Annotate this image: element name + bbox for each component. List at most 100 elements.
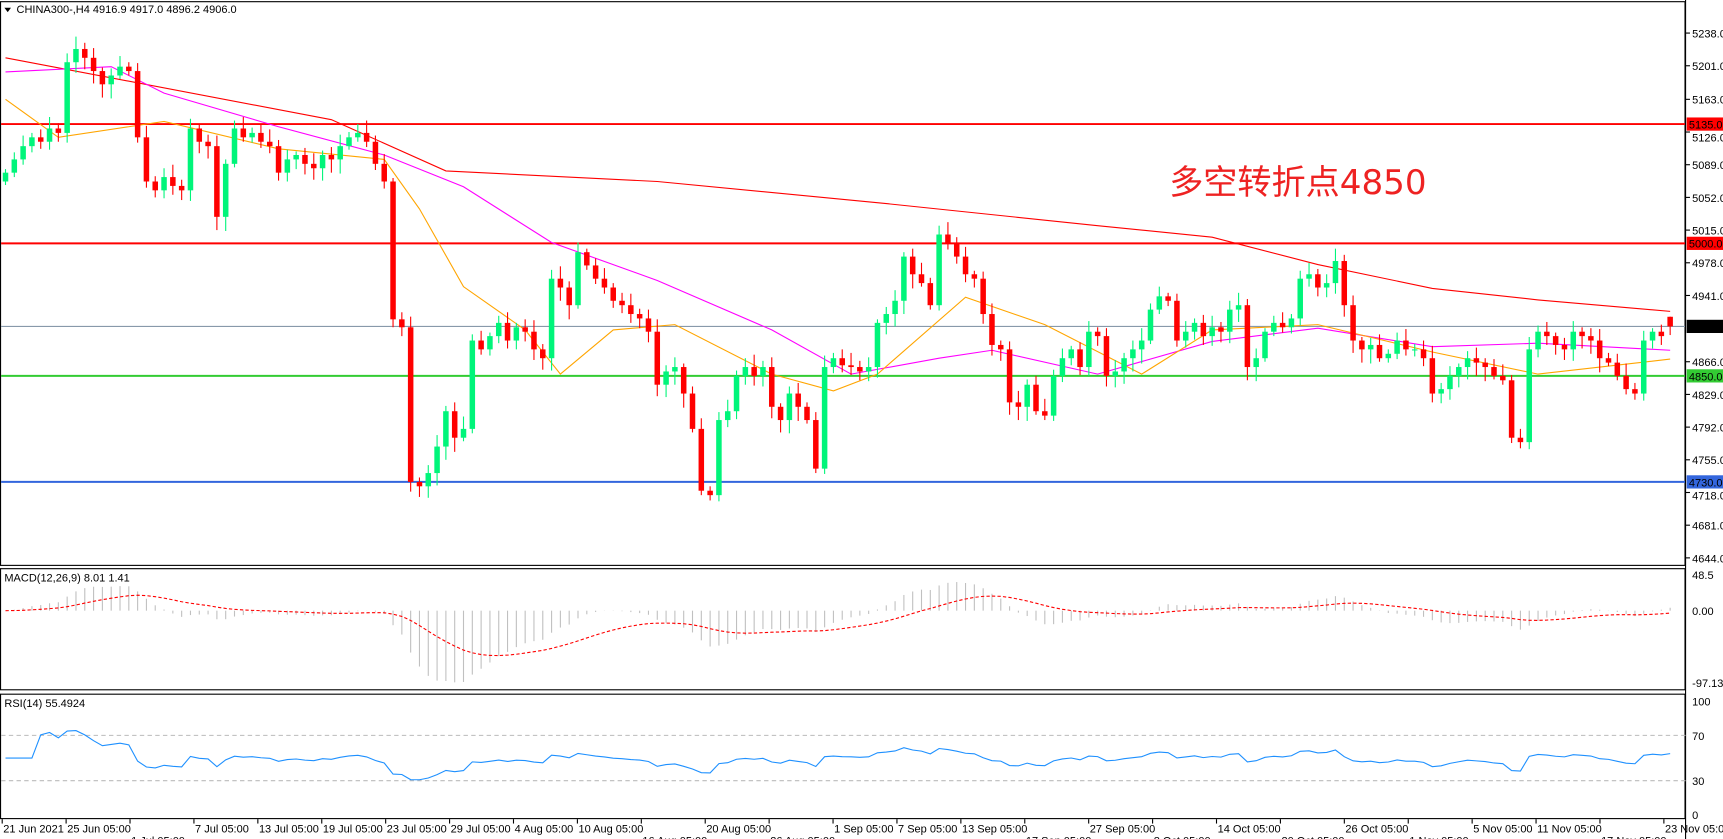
bullish-candle [1182,331,1189,341]
bullish-candle [425,473,432,487]
rsi-axis-label: 70 [1692,731,1704,743]
bullish-candle [1262,331,1268,359]
bullish-candle [1464,358,1471,368]
bullish-candle [865,367,872,372]
bearish-candle [1403,340,1409,350]
rsi-pane[interactable]: RSI(14) 55.4924 [0,693,1686,820]
bullish-candle [460,428,467,438]
bearish-candle [1165,296,1171,301]
price-pane[interactable]: CHINA300-,H4 4916.9 4917.0 4896.2 4906.0… [0,1,1686,566]
bearish-candle [258,132,264,142]
macd-axis-label: 0.00 [1692,606,1713,618]
bearish-candle [989,314,995,345]
bullish-candle [1649,331,1656,341]
rsi-axis-label: 30 [1692,776,1704,788]
bearish-candle [1588,336,1594,341]
time-tick-label: 13 Sep 05:00 [962,823,1027,835]
bearish-candle [240,128,247,138]
bullish-candle [187,128,194,191]
bullish-candle [1323,283,1330,288]
bearish-candle [328,154,335,160]
time-tick-label: 16 Aug 05:00 [642,835,707,839]
bullish-candle [64,62,70,133]
bearish-candle [504,322,511,341]
triangle-down-icon[interactable] [4,7,12,13]
bullish-candle [2,172,9,182]
time-tick-label: 27 Sep 05:00 [1090,823,1155,835]
bearish-candle [610,287,616,301]
bullish-candle [548,278,555,359]
level-price-label: 5135.0 [1689,119,1723,131]
bearish-candle [302,154,308,164]
bullish-candle [724,411,731,421]
bearish-candle [214,146,220,217]
macd-signal-line [5,594,1671,657]
time-tick-label: 14 Oct 05:00 [1218,823,1281,835]
bearish-candle [99,71,106,85]
bearish-candle [143,137,150,182]
price-tick-label: 4866.0 [1692,357,1723,369]
bullish-candle [1227,309,1233,332]
price-tick-label: 4718.0 [1692,491,1723,503]
bullish-candle [1306,274,1312,279]
bearish-candle [592,265,599,279]
bullish-candle [1147,309,1154,341]
price-tick-label: 5126.0 [1692,133,1723,145]
time-tick-label: 5 Nov 05:00 [1473,823,1532,835]
time-tick-label: 11 Nov 05:00 [1537,823,1602,835]
time-tick-label: 20 Oct 05:00 [1282,835,1345,839]
rsi-axis-label: 100 [1692,697,1710,709]
macd-pane[interactable]: MACD(12,26,9) 8.01 1.41 [0,568,1686,691]
bullish-candle [786,393,793,421]
bearish-candle [82,48,88,58]
bearish-candle [795,393,801,407]
bullish-candle [1086,331,1092,368]
bearish-candle [1482,362,1488,368]
bullish-candle [355,132,361,138]
bullish-candle [513,327,520,341]
price-tick-label: 4755.0 [1692,455,1723,467]
bearish-candle [777,406,784,421]
bearish-candle [416,481,423,487]
bearish-candle [407,327,414,482]
price-axis[interactable]: 5238.0 5201.0 5163.0 5126.0 5089.0 5052.0 5015… [1685,0,1723,839]
bearish-candle [998,344,1004,350]
price-tick-label: 4792.0 [1692,423,1723,435]
bearish-candle [1341,261,1348,306]
annotation-text: 多空转折点4850 [1169,163,1426,203]
time-tick-label: 19 Jul 05:00 [323,823,383,835]
rsi-label: RSI(14) 55.4924 [4,698,85,710]
bullish-candle [1112,371,1119,376]
bullish-candle [434,446,440,474]
bearish-candle [90,57,97,72]
bearish-candle [645,318,652,332]
bearish-candle [390,181,396,320]
bullish-candle [1570,331,1577,350]
time-tick-label: 21 Jun 2021 [3,823,64,835]
bearish-candle [918,274,925,284]
bullish-candle [443,411,449,447]
bullish-candle [936,234,942,306]
bullish-candle [11,159,18,173]
bearish-candle [962,256,969,275]
bearish-candle [372,141,379,164]
bearish-candle [1552,336,1559,345]
bearish-candle [266,141,273,147]
bearish-candle [1218,327,1224,332]
bearish-candle [654,331,661,385]
bearish-candle [636,314,643,319]
level-price-badge [1686,369,1723,383]
rsi-line [5,730,1671,781]
time-tick-label: 7 Jul 05:00 [195,823,249,835]
price-tick-label: 5052.0 [1692,193,1723,205]
bearish-candle [478,340,484,350]
bearish-candle [126,66,132,72]
time-tick-label: 1 Nov 05:00 [1409,835,1468,839]
bearish-candle [1508,380,1515,438]
bullish-candle [1209,327,1215,337]
price-tick-label: 5163.0 [1692,95,1723,107]
bearish-candle [927,283,934,306]
bearish-candle [1042,411,1048,416]
